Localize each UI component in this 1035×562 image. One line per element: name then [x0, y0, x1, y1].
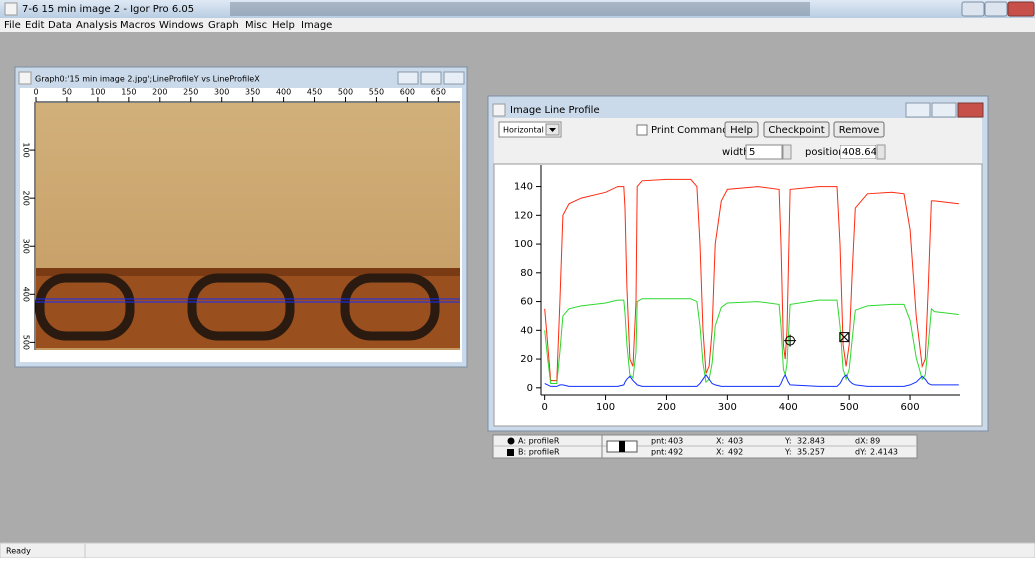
- screen: 7-6 15 min image 2 - Igor Pro 6.05 File E…: [0, 0, 1035, 558]
- close-button[interactable]: [1008, 2, 1034, 16]
- y-value: 35.257: [797, 448, 825, 457]
- dy-value: 2.4143: [870, 448, 898, 457]
- maximize-button[interactable]: [421, 72, 441, 84]
- close-button[interactable]: [444, 72, 464, 84]
- maximize-button[interactable]: [932, 103, 956, 117]
- minimize-button[interactable]: [398, 72, 418, 84]
- position-label: position: [805, 147, 845, 158]
- menu-item[interactable]: Macros: [120, 20, 155, 31]
- minimize-button[interactable]: [906, 103, 930, 117]
- app-icon: [5, 3, 17, 15]
- x-tick-label: 100: [90, 88, 105, 97]
- dx-label: dX:: [855, 437, 868, 446]
- x-tick-label: 250: [183, 88, 198, 97]
- x-tick-label: 50: [62, 88, 72, 97]
- x-tick-label: 350: [245, 88, 260, 97]
- x-tick-label: 100: [596, 402, 615, 413]
- button-label: Remove: [839, 125, 880, 136]
- spinner[interactable]: [783, 145, 791, 159]
- y-tick-label: 400: [22, 287, 31, 302]
- pnt-value: 403: [668, 437, 683, 446]
- status-text: Ready: [6, 547, 31, 556]
- window-icon: [19, 72, 31, 84]
- y-tick-label: 100: [514, 239, 533, 250]
- slider-thumb[interactable]: [619, 441, 625, 452]
- x-tick-label: 550: [369, 88, 384, 97]
- width-value: 5: [749, 147, 755, 158]
- menu-item[interactable]: Edit: [25, 20, 44, 31]
- status-bar: [0, 543, 1035, 558]
- y-tick-label: 40: [520, 325, 533, 336]
- x-label: X:: [716, 448, 724, 457]
- buttons: Help Checkpoint Remove: [725, 122, 884, 137]
- cursor-a-icon: [508, 438, 515, 445]
- menu-item[interactable]: Graph: [208, 20, 239, 31]
- app-title: 7-6 15 min image 2 - Igor Pro 6.05: [22, 4, 194, 15]
- menu-item[interactable]: Data: [48, 20, 72, 31]
- y-tick-label: 140: [514, 182, 533, 193]
- menu-item[interactable]: Misc: [245, 20, 267, 31]
- x-tick-label: 450: [307, 88, 322, 97]
- y-tick-label: 120: [514, 210, 533, 221]
- x-tick-label: 600: [901, 402, 920, 413]
- cursor-b-icon: [507, 449, 514, 456]
- checkbox-label: Print Command: [651, 125, 729, 136]
- y-tick-label: 60: [520, 297, 533, 308]
- width-label: width: [722, 147, 750, 158]
- pnt-value: 492: [668, 448, 683, 457]
- window-icon: [493, 104, 505, 116]
- x-tick-label: 300: [718, 402, 737, 413]
- dy-label: dY:: [855, 448, 867, 457]
- x-tick-label: 650: [431, 88, 446, 97]
- y-tick-label: 20: [520, 354, 533, 365]
- y-tick-label: 300: [22, 239, 31, 254]
- direction-value: Horizontal: [503, 126, 544, 135]
- pnt-label: pnt:: [651, 437, 667, 446]
- menu-item[interactable]: Help: [272, 20, 295, 31]
- x-tick-label: 400: [779, 402, 798, 413]
- x-label: X:: [716, 437, 724, 446]
- image-window-title: Graph0:'15 min image 2.jpg';LineProfileY…: [35, 75, 260, 84]
- menu-item[interactable]: Analysis: [76, 20, 117, 31]
- x-tick-label: 600: [400, 88, 415, 97]
- cursor-name: B: profileR: [518, 448, 560, 457]
- close-button[interactable]: [958, 103, 983, 117]
- x-tick-label: 500: [338, 88, 353, 97]
- profile-window-title: Image Line Profile: [510, 105, 600, 116]
- pnt-label: pnt:: [651, 448, 667, 457]
- x-tick-label: 200: [152, 88, 167, 97]
- maximize-button[interactable]: [985, 2, 1007, 16]
- y-tick-label: 0: [527, 383, 533, 394]
- menu-item[interactable]: Windows: [159, 20, 204, 31]
- checkbox[interactable]: [637, 125, 647, 135]
- minimize-button[interactable]: [962, 2, 984, 16]
- y-label: Y:: [784, 448, 792, 457]
- menu-item[interactable]: File: [4, 20, 21, 31]
- x-tick-label: 200: [657, 402, 676, 413]
- x-value: 492: [728, 448, 743, 457]
- x-tick-label: 0: [33, 88, 38, 97]
- y-tick-label: 100: [22, 142, 31, 157]
- y-tick-label: 500: [22, 335, 31, 350]
- x-tick-label: 500: [840, 402, 859, 413]
- dx-value: 89: [870, 437, 880, 446]
- spinner[interactable]: [877, 145, 885, 159]
- y-tick-label: 80: [520, 268, 533, 279]
- x-value: 403: [728, 437, 743, 446]
- cursor-name: A: profileR: [518, 437, 560, 446]
- x-tick-label: 0: [541, 402, 547, 413]
- menu-item[interactable]: Image: [301, 20, 332, 31]
- button-label: Checkpoint: [768, 125, 824, 136]
- x-tick-label: 400: [276, 88, 291, 97]
- x-tick-label: 150: [121, 88, 136, 97]
- y-value: 32.843: [797, 437, 825, 446]
- y-tick-label: 200: [22, 191, 31, 206]
- y-label: Y:: [784, 437, 792, 446]
- button-label: Help: [730, 125, 753, 136]
- x-tick-label: 300: [214, 88, 229, 97]
- aero-glass: [230, 2, 810, 16]
